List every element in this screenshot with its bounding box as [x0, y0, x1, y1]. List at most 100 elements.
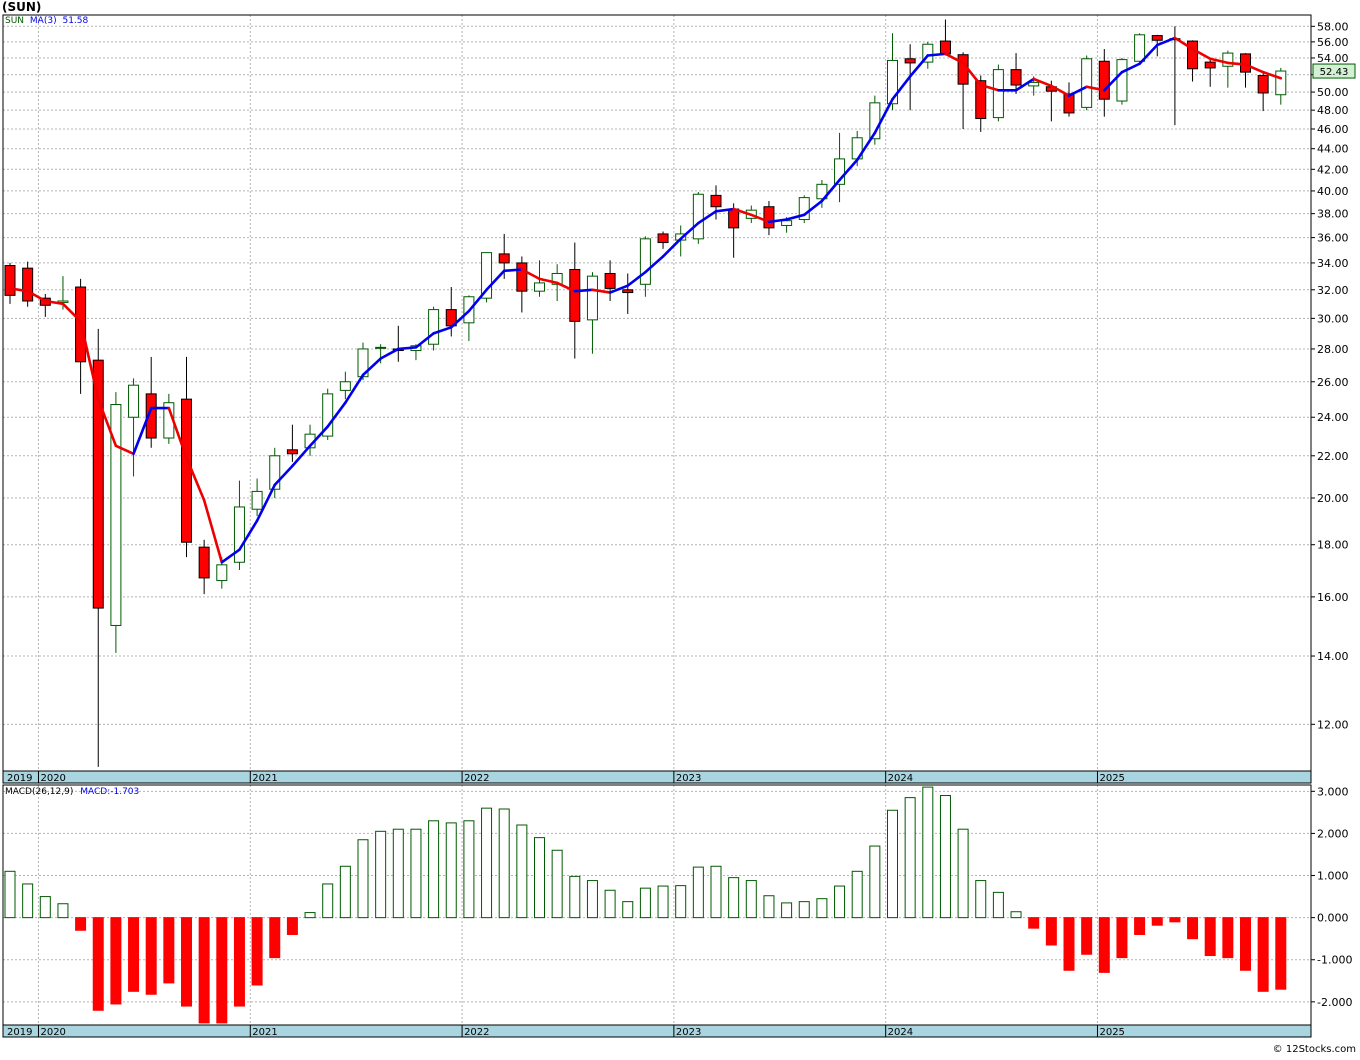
price-y-tick-label: 18.00	[1317, 539, 1349, 552]
macd-bar	[357, 839, 369, 919]
macd-bar	[1222, 917, 1234, 959]
candle-body	[1063, 93, 1075, 114]
ma-segment	[8, 287, 29, 293]
macd-bar	[657, 885, 669, 919]
ma-segment	[291, 444, 312, 468]
candle-body	[939, 40, 951, 55]
candle	[322, 388, 334, 440]
last-price-tag: 52.43	[1312, 63, 1356, 79]
price-y-tick-label: 14.00	[1317, 650, 1349, 663]
candle	[657, 231, 669, 249]
macd-bar	[445, 822, 457, 919]
macd-bar	[1204, 917, 1216, 957]
candle-body	[1010, 69, 1022, 86]
price-y-tick-label: 20.00	[1317, 492, 1349, 505]
macd-bar	[181, 917, 192, 1007]
ma-segment	[1050, 84, 1071, 97]
price-y-tick-label: 46.00	[1317, 123, 1349, 136]
macd-legend-label: MACD(26,12,9)	[5, 787, 74, 797]
ma-segment	[185, 456, 206, 502]
macd-bar	[569, 875, 581, 919]
candle	[22, 261, 34, 307]
price-y-tick-label: 42.00	[1317, 163, 1349, 176]
macd-bar	[939, 795, 951, 919]
price-grid	[3, 15, 1311, 771]
price-legend: SUN MA(3) 51.58	[5, 15, 88, 27]
macd-y-axis: 3.000 2.000 1.000 0.000 -1.000 -2.000	[1311, 785, 1352, 1009]
ma-segment	[1173, 36, 1194, 51]
ma-segment	[43, 299, 65, 306]
ma-segment	[1208, 57, 1230, 65]
candle	[1257, 71, 1269, 112]
macd-bar	[816, 898, 828, 919]
macd-bar	[269, 917, 281, 959]
candle	[586, 272, 598, 354]
macd-bar	[534, 837, 545, 919]
candle-body	[957, 54, 969, 85]
candle-body	[692, 193, 704, 240]
ma-segment	[661, 237, 683, 258]
legend-ma-label: MA(3)	[29, 16, 57, 26]
ma-segment	[449, 309, 471, 329]
candle-body	[781, 220, 793, 226]
price-y-tick-label: 32.00	[1317, 284, 1349, 297]
price-x-axis-label: 2024	[888, 773, 913, 784]
candle-body	[922, 43, 934, 63]
ma-segment	[1085, 85, 1106, 92]
price-x-axis-label: 2022	[464, 773, 489, 784]
candle-body	[639, 238, 651, 285]
macd-bar	[1275, 917, 1287, 990]
candle-body	[1257, 75, 1269, 94]
macd-y-tick-label: 0.000	[1317, 912, 1349, 925]
macd-bar	[975, 880, 987, 919]
candle-body	[92, 359, 104, 609]
macd-bar	[22, 883, 34, 919]
macd-bar	[57, 903, 69, 919]
candle-body	[233, 506, 245, 563]
ma-segment	[167, 406, 188, 460]
macd-bar	[145, 917, 157, 995]
candle	[481, 252, 493, 303]
chart-title: (SUN)	[2, 0, 42, 14]
candle	[516, 256, 528, 313]
ma-segment	[855, 131, 877, 162]
candle-body	[763, 206, 775, 229]
macd-bar	[1010, 911, 1022, 919]
ma-segment	[573, 288, 594, 293]
ma-segment	[379, 347, 400, 360]
macd-bar	[710, 865, 722, 919]
candle-body	[834, 158, 846, 185]
ma-segment	[308, 425, 330, 448]
ma-segment	[926, 52, 947, 57]
candle-body	[992, 69, 1004, 119]
macd-bar	[39, 896, 51, 919]
candle-body	[198, 546, 210, 579]
ma-segment	[1014, 77, 1035, 92]
macd-y-tick-label: 3.000	[1317, 785, 1349, 798]
ma-segment	[520, 268, 541, 281]
ma-segment	[944, 52, 965, 65]
ma-segment	[238, 519, 259, 551]
macd-x-axis-bar: 2019 2020 2021 2022 2023 2024 2025	[2, 1024, 1312, 1038]
price-y-tick-label: 36.00	[1317, 232, 1349, 245]
price-x-axis-label: 2025	[1099, 773, 1124, 784]
ma-segment	[608, 284, 630, 294]
candle-body	[322, 393, 334, 437]
candle-body	[145, 393, 157, 439]
ma-segment	[502, 268, 524, 273]
candle	[1116, 57, 1128, 105]
candle	[1134, 33, 1146, 64]
price-y-tick-label: 54.00	[1317, 52, 1349, 65]
candle	[604, 260, 616, 302]
candle-body	[4, 265, 16, 296]
candle	[622, 273, 634, 314]
ma-segment	[1226, 61, 1247, 66]
ma-segment	[785, 213, 806, 221]
candle	[1010, 53, 1022, 94]
macd-bars	[4, 786, 1287, 1024]
candle-body	[22, 267, 34, 302]
candle-body	[110, 404, 122, 626]
price-y-tick-label: 38.00	[1317, 208, 1349, 221]
macd-y-tick-label: -1.000	[1317, 954, 1352, 967]
candle-body	[1134, 34, 1146, 62]
